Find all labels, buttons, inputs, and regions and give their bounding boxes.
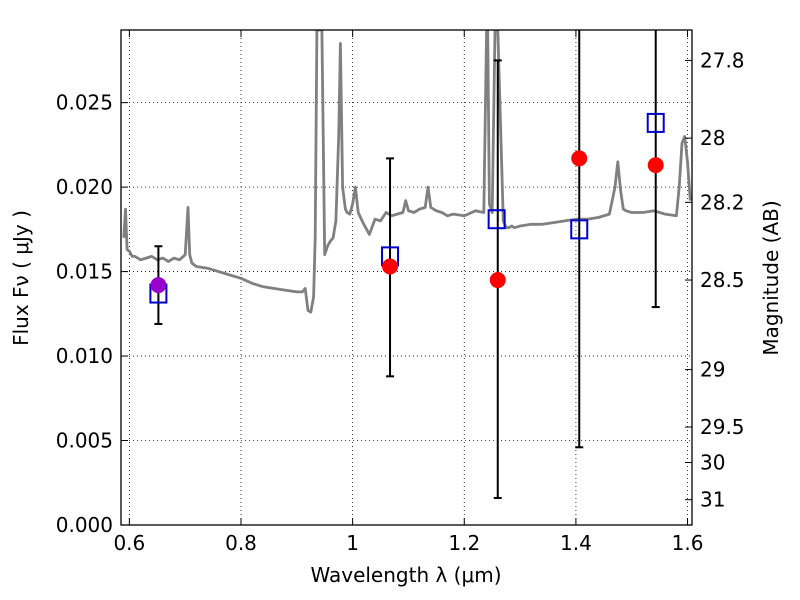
spectrum-line	[122, 30, 692, 314]
spectrum-series	[122, 30, 692, 314]
x-tick-label: 1	[346, 531, 359, 555]
observed-point	[571, 150, 588, 167]
x-tick-label: 1.6	[672, 531, 704, 555]
right-tick-label: 29.5	[700, 415, 745, 439]
right-tick-label: 28.2	[700, 190, 745, 214]
y-tick-label: 0.020	[56, 175, 113, 199]
observed-point	[382, 258, 399, 275]
x-axis-label: Wavelength λ (μm)	[310, 563, 501, 587]
error-bars	[154, 30, 660, 499]
x-axis-ticks: 0.6 0.8 1 1.2 1.4 1.6	[113, 30, 703, 555]
x-tick-label: 1.2	[448, 531, 480, 555]
y-tick-label: 0.025	[56, 91, 113, 115]
observed-point	[489, 272, 506, 289]
y-axis-ticks: 0.000 0.005 0.010 0.015 0.020 0.025	[56, 91, 128, 537]
y-axis-label: Flux Fν ( μJy )	[9, 210, 33, 346]
right-axis-ticks: 27.8 28 28.2 28.5 29 29.5 30 31	[685, 48, 745, 512]
right-tick-label: 29	[700, 358, 725, 382]
y-tick-label: 0.010	[56, 344, 113, 368]
model-square-point	[570, 219, 589, 240]
observed-points	[150, 150, 664, 294]
observed-point	[150, 277, 167, 294]
model-square-point	[487, 209, 506, 230]
right-tick-label: 27.8	[700, 48, 745, 72]
x-tick-label: 0.8	[225, 531, 257, 555]
model-square-point	[646, 112, 665, 133]
right-tick-label: 30	[700, 450, 725, 474]
x-tick-label: 0.6	[113, 531, 145, 555]
grid-lines	[121, 30, 692, 526]
y-tick-label: 0.005	[56, 429, 113, 453]
y-tick-label: 0.000	[56, 513, 113, 537]
plot-frame	[120, 29, 693, 526]
right-tick-label: 28.5	[700, 268, 745, 292]
right-tick-label: 28	[700, 126, 725, 150]
right-tick-label: 31	[700, 488, 725, 512]
x-tick-label: 1.4	[560, 531, 592, 555]
y-tick-label: 0.015	[56, 260, 113, 284]
observed-point	[647, 157, 664, 174]
right-axis-label: Magnitude (AB)	[759, 200, 783, 355]
